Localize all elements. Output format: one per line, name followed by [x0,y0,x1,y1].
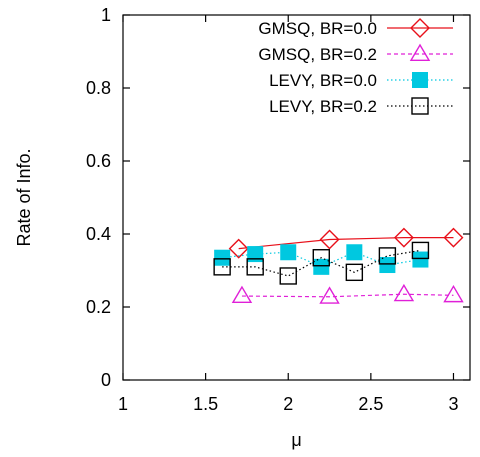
legend-label: GMSQ, BR=0.0 [258,19,377,38]
series-1 [228,227,464,259]
x-axis-label: μ [291,430,301,450]
data-point [247,246,264,263]
series-2 [231,283,464,304]
data-point [345,263,364,282]
legend-marker [412,72,428,88]
legend-marker [409,43,431,61]
data-point [313,258,330,275]
series-layer [213,227,464,304]
y-tick-label: 0.8 [86,78,111,98]
y-axis-label: Rate of Info. [14,148,34,246]
x-tick-label: 1.5 [193,394,218,414]
data-point [312,249,330,267]
legend-label: LEVY, BR=0.0 [269,71,377,90]
data-point [412,251,429,268]
legend-label: LEVY, BR=0.2 [269,97,377,116]
data-point [231,285,253,304]
data-point [393,283,415,302]
series-line [241,293,454,298]
data-point [280,244,297,261]
y-tick-label: 1 [101,5,111,25]
y-tick-label: 0.4 [86,224,111,244]
data-point [393,227,414,248]
series-line [222,249,421,277]
x-tick-label: 2.5 [358,394,383,414]
x-tick-label: 3 [448,394,458,414]
data-point [319,286,340,304]
data-point [443,284,464,303]
data-point [379,257,396,274]
y-tick-label: 0.2 [86,297,111,317]
y-tick-label: 0.6 [86,151,111,171]
y-tick-label: 0 [101,370,111,390]
data-point [246,258,264,276]
tick-layer: 0 0.2 0.4 0.6 0.8 1 1 1.5 2 2.5 3 [86,5,470,414]
legend-marker [411,97,429,115]
legend: GMSQ, BR=0.0 GMSQ, BR=0.2 LEVY, BR=0.0 LEVY… [258,18,453,116]
data-point [378,247,397,265]
series-line [238,237,454,250]
data-point [213,258,231,276]
data-point [228,238,249,259]
data-point [443,227,464,248]
data-point [346,244,363,261]
legend-marker [410,18,430,38]
data-point [214,249,231,266]
data-point [411,241,430,260]
series-3 [214,244,429,275]
data-point [319,229,340,250]
data-point [279,267,297,285]
series-4 [213,241,430,285]
legend-label: GMSQ, BR=0.2 [258,45,377,64]
x-tick-label: 1 [118,394,128,414]
x-tick-label: 2 [283,394,293,414]
plot-frame [122,14,471,381]
